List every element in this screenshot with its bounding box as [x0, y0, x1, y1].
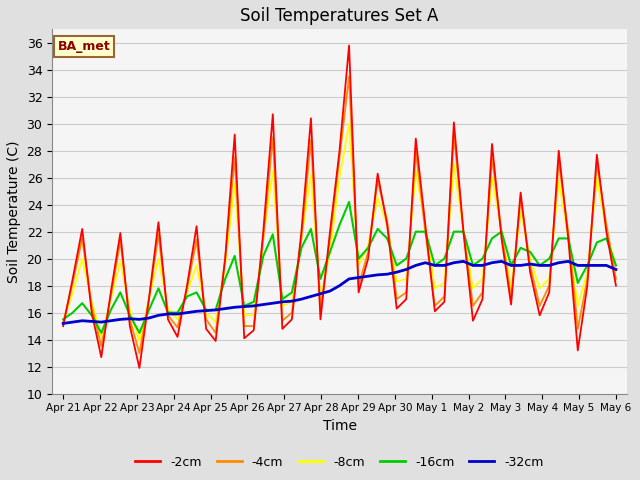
X-axis label: Time: Time: [323, 419, 356, 433]
Text: BA_met: BA_met: [58, 40, 111, 53]
Legend: -2cm, -4cm, -8cm, -16cm, -32cm: -2cm, -4cm, -8cm, -16cm, -32cm: [131, 451, 548, 474]
Title: Soil Temperatures Set A: Soil Temperatures Set A: [241, 7, 439, 25]
Y-axis label: Soil Temperature (C): Soil Temperature (C): [7, 140, 21, 283]
